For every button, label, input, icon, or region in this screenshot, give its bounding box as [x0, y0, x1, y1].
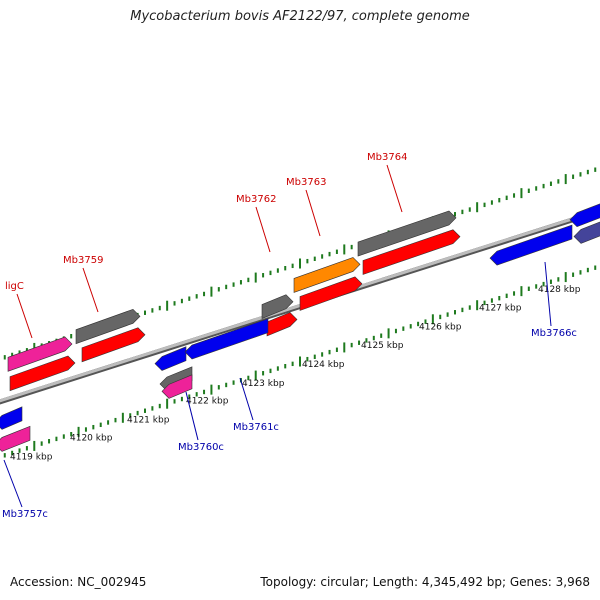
gene-leader-line — [386, 164, 403, 213]
kbp-label: 4124 kbp — [302, 360, 345, 370]
gene-label-rev[interactable]: Mb3760c — [178, 442, 224, 453]
gene-feature-red[interactable] — [266, 312, 298, 337]
gene-feature-gray[interactable] — [75, 308, 141, 345]
gene-label-rev[interactable]: Mb3757c — [2, 509, 48, 520]
kbp-label: 4120 kbp — [70, 434, 113, 444]
gene-feature-gray[interactable] — [261, 294, 294, 320]
kbp-label: 4126 kbp — [419, 323, 462, 333]
gene-leader-line — [305, 189, 321, 237]
gene-leader-line — [185, 391, 199, 441]
gene-label-fwd[interactable]: Mb3764 — [367, 152, 407, 163]
gene-leader-line — [544, 261, 552, 327]
kbp-label: 4125 kbp — [361, 341, 404, 351]
kbp-label: 4128 kbp — [538, 285, 581, 295]
gene-leader-line — [16, 293, 33, 339]
gene-leader-line — [3, 459, 23, 508]
gene-label-fwd[interactable]: Mb3763 — [286, 177, 326, 188]
kbp-label: 4119 kbp — [10, 453, 53, 463]
features — [0, 200, 600, 452]
gene-feature-pink[interactable] — [7, 336, 73, 372]
gene-leader-line — [82, 267, 99, 313]
gene-feature-blue[interactable] — [569, 200, 600, 228]
kbp-scale: 4119 kbp 4120 kbp 4121 kbp 4122 kbp 4123 kbp… — [10, 285, 581, 463]
map-title: Mycobacterium bovis AF2122/97, complete … — [130, 9, 470, 24]
gene-feature-red[interactable] — [362, 229, 461, 275]
gene-feature-slate[interactable] — [573, 218, 600, 244]
gene-feature-blue[interactable] — [154, 346, 187, 371]
gene-feature-gray[interactable] — [357, 210, 457, 257]
gene-feature-red[interactable] — [81, 327, 146, 363]
genome-summary-text: Topology: circular; Length: 4,345,492 bp… — [260, 575, 590, 589]
kbp-label: 4122 kbp — [186, 397, 229, 407]
gene-feature-orange[interactable] — [293, 257, 361, 293]
gene-feature-blue[interactable] — [489, 224, 573, 266]
kbp-label: 4121 kbp — [127, 415, 170, 425]
kbp-label: 4123 kbp — [242, 379, 285, 389]
gene-feature-pink[interactable] — [161, 374, 193, 399]
gene-label-fwd[interactable]: Mb3759 — [63, 255, 103, 266]
gene-leader-line — [255, 206, 271, 253]
gene-label-fwd[interactable]: Mb3762 — [236, 194, 276, 205]
gene-feature-pink[interactable] — [0, 425, 31, 452]
gene-leader-line — [239, 377, 254, 421]
gene-label-rev[interactable]: Mb3766c — [531, 328, 577, 339]
gene-feature-red[interactable] — [299, 276, 363, 311]
gene-label-fwd[interactable]: ligC — [5, 281, 24, 292]
gene-label-rev[interactable]: Mb3761c — [233, 422, 279, 433]
gene-feature-blue[interactable] — [184, 318, 269, 360]
kbp-label: 4127 kbp — [479, 304, 522, 314]
gene-labels: ligC Mb3759 Mb3762 Mb3763 Mb3764 Mb3757c Mb376… — [2, 152, 577, 520]
gene-feature-red[interactable] — [9, 355, 76, 392]
inner-tick-dots — [3, 265, 597, 458]
gene-feature-blue[interactable] — [0, 406, 23, 430]
accession-text: Accession: NC_002945 — [10, 575, 147, 589]
